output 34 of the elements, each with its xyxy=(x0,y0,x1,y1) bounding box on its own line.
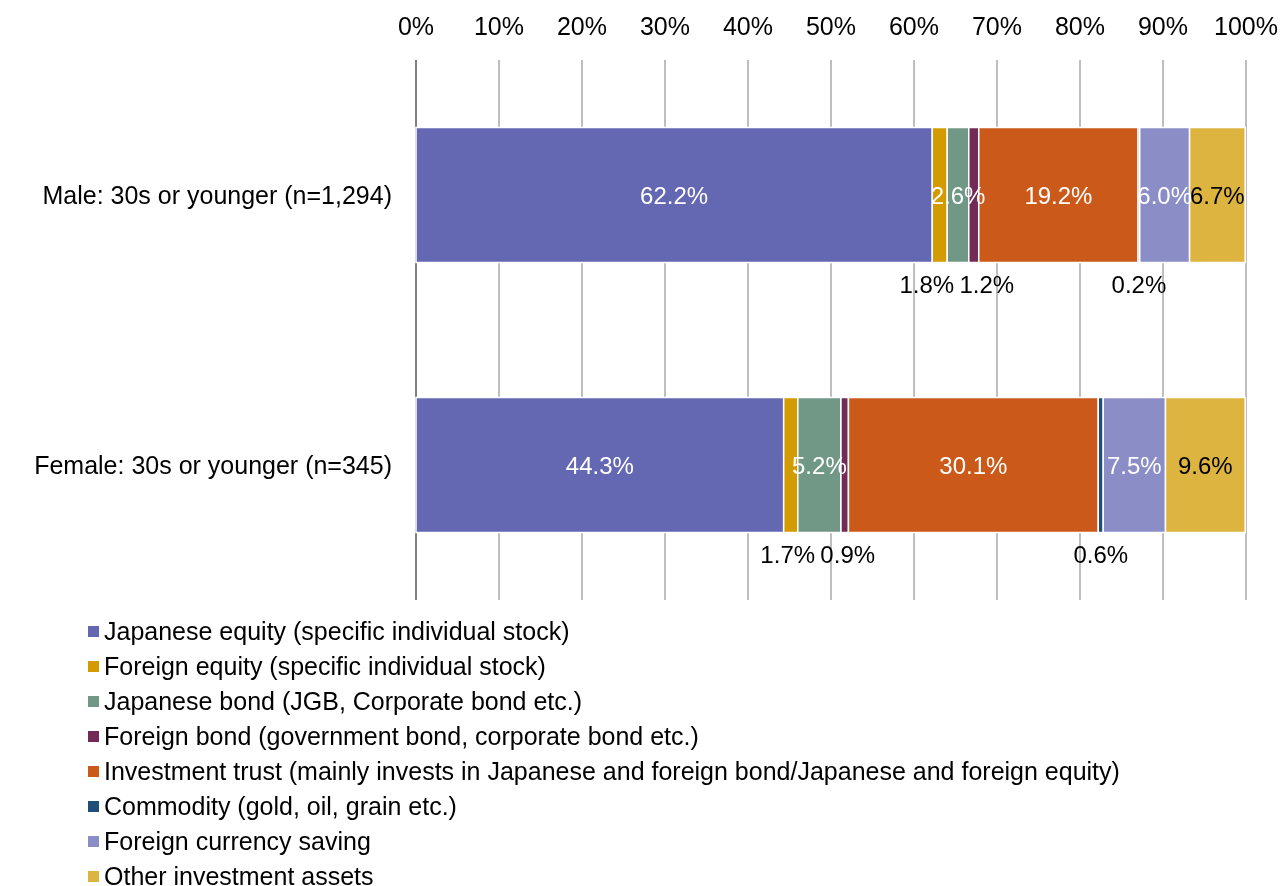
data-label: 0.2% xyxy=(1111,270,1167,298)
data-label: 30.1% xyxy=(939,452,1008,479)
data-label: 7.5% xyxy=(1107,452,1162,479)
x-tick-label: 50% xyxy=(805,12,857,40)
legend-label: Foreign currency saving xyxy=(104,827,371,855)
x-tick-label: 90% xyxy=(1137,12,1189,40)
legend-label: Japanese bond (JGB, Corporate bond etc.) xyxy=(104,687,583,715)
data-label: 6.7% xyxy=(1190,182,1245,209)
legend-label: Japanese equity (specific individual stock) xyxy=(104,617,570,645)
x-tick-label: 20% xyxy=(556,12,608,40)
x-tick-label: 70% xyxy=(971,12,1023,40)
data-label: 1.2% xyxy=(959,270,1015,298)
y-tick-label: Female: 30s or younger (n=345) xyxy=(34,451,392,479)
legend-label: Commodity (gold, oil, grain etc.) xyxy=(104,792,457,820)
data-label: 1.8% xyxy=(899,270,955,298)
y-tick-label: Male: 30s or younger (n=1,294) xyxy=(42,181,392,209)
data-label: 62.2% xyxy=(640,182,709,209)
data-label: 19.2% xyxy=(1024,182,1093,209)
x-tick-label: 100% xyxy=(1214,12,1278,40)
x-tick-label: 10% xyxy=(473,12,525,40)
x-tick-label: 80% xyxy=(1054,12,1106,40)
x-tick-label: 40% xyxy=(722,12,774,40)
legend-label: Other investment assets xyxy=(104,862,374,886)
legend-label: Investment trust (mainly invests in Japanese and foreign bond/Japanese and foreign equity) xyxy=(104,757,1120,785)
data-label: 0.9% xyxy=(820,540,876,568)
x-tick-label: 0% xyxy=(397,12,435,40)
legend-label: Foreign equity (specific individual stock) xyxy=(104,652,546,680)
data-label: 0.6% xyxy=(1073,540,1129,568)
data-label: 1.7% xyxy=(760,540,816,568)
x-tick-label: 30% xyxy=(639,12,691,40)
legend-label: Foreign bond (government bond, corporate bond etc.) xyxy=(104,722,699,750)
data-label: 9.6% xyxy=(1177,452,1233,479)
x-tick-label: 60% xyxy=(888,12,940,40)
data-label: 44.3% xyxy=(565,452,634,479)
